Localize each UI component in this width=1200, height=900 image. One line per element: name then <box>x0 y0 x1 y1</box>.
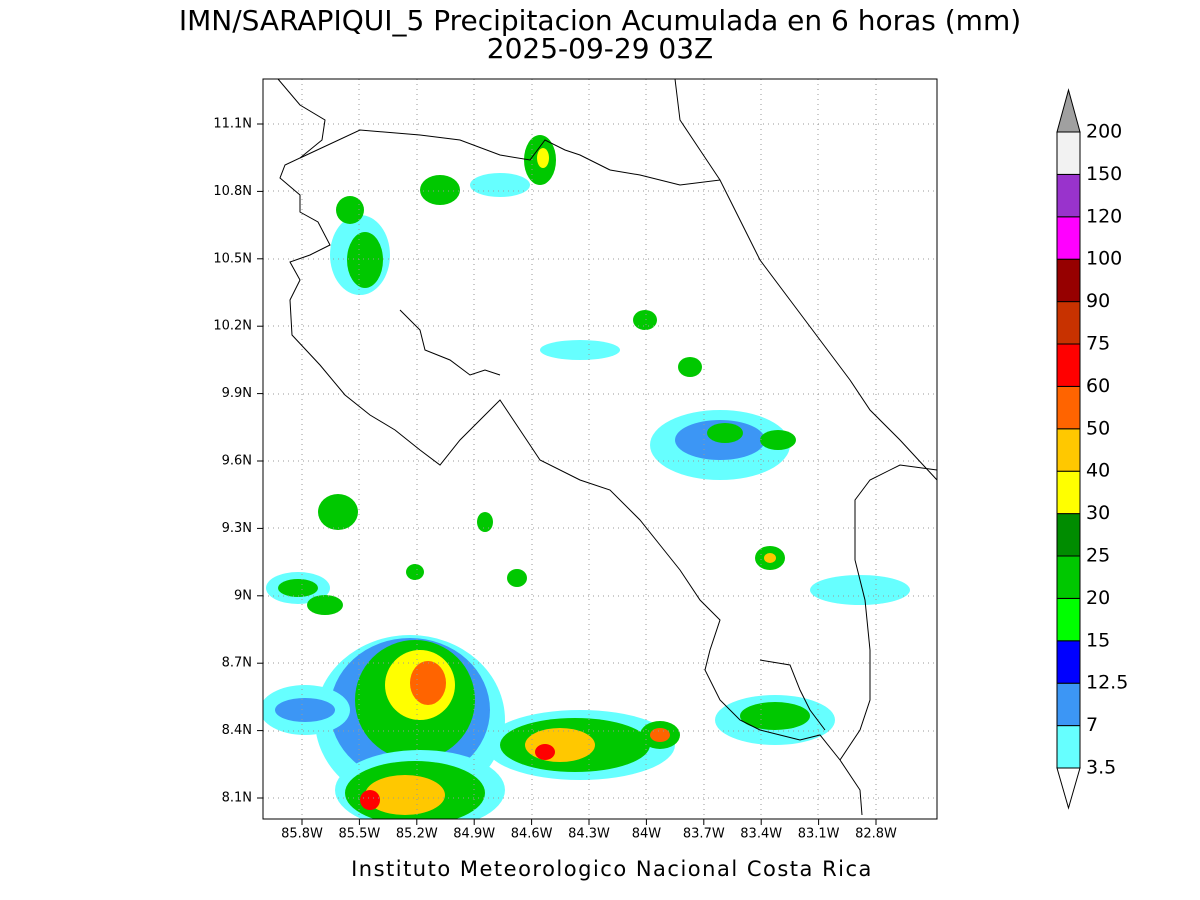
colorbar-label: 12.5 <box>1086 672 1128 694</box>
lon-label: 85.2W <box>396 827 438 842</box>
colorbar-segment <box>1056 428 1081 472</box>
colorbar-label: 40 <box>1086 460 1110 482</box>
colorbar-label: 60 <box>1086 375 1110 397</box>
colorbar-label: 20 <box>1086 587 1110 609</box>
colorbar-label: 3.5 <box>1086 757 1116 779</box>
colorbar-over <box>1056 88 1081 133</box>
colorbar-label: 75 <box>1086 333 1110 355</box>
lat-label: 8.1N <box>222 791 252 806</box>
lon-label: 84.9W <box>453 827 495 842</box>
colorbar-label: 50 <box>1086 417 1110 439</box>
colorbar-under <box>1056 767 1081 810</box>
coastline <box>277 79 937 816</box>
rain-cells <box>263 135 910 819</box>
lat-label: 9.6N <box>222 454 252 469</box>
lat-label: 10.5N <box>213 251 252 266</box>
lon-label: 82.8W <box>855 827 897 842</box>
lon-label: 84.3W <box>568 827 610 842</box>
colorbar-label: 15 <box>1086 629 1110 651</box>
colorbar-segment <box>1056 258 1081 303</box>
colorbar-segment <box>1056 470 1081 515</box>
lat-label: 10.8N <box>213 184 252 199</box>
colorbar-label: 120 <box>1086 205 1122 227</box>
colorbar-segment <box>1056 301 1081 345</box>
lon-label: 83.4W <box>740 827 782 842</box>
colorbar-segment <box>1056 385 1081 430</box>
colorbar-segment <box>1056 343 1081 387</box>
colorbar-segment <box>1056 725 1081 769</box>
precip-field <box>263 79 937 819</box>
graticule <box>263 79 937 819</box>
lat-label: 9.3N <box>222 521 252 536</box>
colorbar-segment <box>1056 173 1081 218</box>
colorbar-label: 100 <box>1086 248 1122 270</box>
subtitle: 2025-09-29 03Z <box>487 32 713 65</box>
colorbar-label: 90 <box>1086 290 1110 312</box>
lat-label: 11.1N <box>213 117 252 132</box>
lon-label: 84W <box>632 827 662 842</box>
lon-label: 83.1W <box>798 827 840 842</box>
colorbar-segment <box>1056 597 1081 642</box>
colorbar-label: 150 <box>1086 163 1122 185</box>
lat-label: 8.7N <box>222 656 252 671</box>
colorbar-segment <box>1056 555 1081 599</box>
colorbar-label: 30 <box>1086 502 1110 524</box>
title: IMN/SARAPIQUI_5 Precipitacion Acumulada … <box>179 4 1021 37</box>
lon-label: 85.5W <box>338 827 380 842</box>
colorbar-segment <box>1056 216 1081 260</box>
lat-label: 9N <box>234 588 252 603</box>
colorbar-segment <box>1056 131 1081 175</box>
lat-label: 9.9N <box>222 386 252 401</box>
colorbar-label: 7 <box>1086 714 1098 736</box>
colorbar-segment <box>1056 513 1081 557</box>
colorbar-label: 200 <box>1086 121 1122 143</box>
map-frame <box>262 78 938 820</box>
lat-label: 10.2N <box>213 319 252 334</box>
lon-label: 84.6W <box>511 827 553 842</box>
lat-label: 8.4N <box>222 723 252 738</box>
footer: Instituto Meteorologico Nacional Costa R… <box>351 857 873 881</box>
colorbar-segment <box>1056 640 1081 684</box>
lon-label: 85.8W <box>281 827 323 842</box>
colorbar-label: 25 <box>1086 545 1110 567</box>
lon-label: 83.7W <box>683 827 725 842</box>
colorbar-segment <box>1056 682 1081 727</box>
